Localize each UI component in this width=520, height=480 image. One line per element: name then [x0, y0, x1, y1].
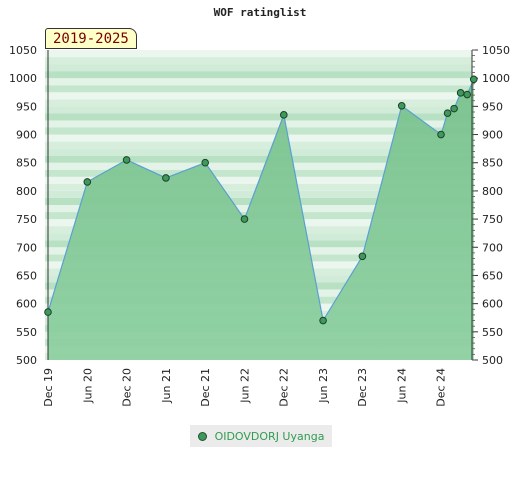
data-point — [463, 90, 472, 99]
data-point — [162, 174, 170, 182]
data-point — [122, 156, 131, 164]
background-band — [45, 78, 472, 86]
y-tick-label: 800 — [482, 185, 503, 198]
data-point — [443, 109, 452, 117]
y-tick-label: 650 — [16, 269, 37, 282]
data-point — [319, 316, 327, 325]
y-tick-label: 800 — [16, 185, 37, 198]
background-band — [45, 134, 472, 142]
x-tick-label: Dec 19 — [42, 368, 55, 407]
x-tick-label: Dec 24 — [435, 368, 448, 407]
y-tick-label: 900 — [482, 129, 503, 142]
period-badge: 2019-2025 — [45, 28, 137, 49]
data-point — [201, 158, 209, 167]
y-tick-label: 900 — [16, 129, 37, 142]
background-band — [45, 85, 472, 93]
y-tick-label: 750 — [16, 213, 37, 226]
background-band — [45, 64, 472, 72]
y-tick-label: 650 — [482, 269, 503, 282]
background-band — [45, 120, 472, 128]
background-band — [45, 113, 472, 121]
background-band — [45, 141, 472, 149]
y-tick-label: 550 — [482, 326, 503, 339]
background-band — [45, 57, 472, 65]
data-point — [280, 111, 288, 119]
background-band — [45, 50, 472, 58]
background-band — [45, 92, 472, 100]
x-tick-label: Jun 24 — [395, 368, 408, 404]
y-tick-label: 1000 — [9, 72, 37, 85]
background-band — [45, 99, 472, 107]
x-tick-label: Jun 21 — [160, 368, 173, 404]
y-tick-label: 600 — [16, 298, 37, 311]
legend-label: OIDOVDORJ Uyanga — [214, 429, 325, 443]
y-tick-label: 1000 — [482, 72, 510, 85]
data-point — [44, 308, 52, 316]
x-tick-label: Jun 22 — [238, 368, 251, 404]
background-band — [45, 71, 472, 79]
data-point — [469, 75, 478, 84]
data-point — [456, 89, 465, 97]
y-tick-label: 850 — [482, 157, 503, 170]
y-tick-label: 950 — [16, 100, 37, 113]
background-band — [45, 169, 472, 177]
y-tick-label: 700 — [16, 241, 37, 254]
y-tick-label: 1050 — [482, 44, 510, 57]
y-axis-left: 500 550 600 650 700 750 800 850 900 950 1000 1050 — [9, 44, 37, 367]
y-tick-label: 950 — [482, 100, 503, 113]
rating-area-fill — [48, 79, 474, 361]
y-axis-right: 500 550 600 650 700 750 800 850 900 950 1000 1050 — [472, 44, 510, 367]
background-band — [45, 106, 472, 114]
x-tick-label: Jun 23 — [317, 368, 330, 404]
y-tick-label: 500 — [16, 354, 37, 367]
x-tick-label: Jun 20 — [81, 368, 94, 404]
y-tick-label: 750 — [482, 213, 503, 226]
y-tick-label: 850 — [16, 157, 37, 170]
y-tick-label: 1050 — [9, 44, 37, 57]
data-point — [358, 252, 367, 261]
rating-line — [47, 79, 475, 323]
x-tick-label: Dec 21 — [199, 368, 212, 407]
y-tick-label: 500 — [482, 354, 503, 367]
y-tick-label: 550 — [16, 326, 37, 339]
data-point — [437, 130, 445, 139]
x-tick-label: Dec 20 — [121, 368, 134, 407]
data-point — [83, 178, 92, 186]
background-band — [45, 127, 472, 135]
legend[interactable]: OIDOVDORJ Uyanga — [190, 425, 332, 447]
background-band — [45, 162, 472, 170]
data-point — [240, 215, 249, 223]
data-point — [397, 102, 406, 110]
x-tick-label: Dec 22 — [278, 368, 291, 407]
legend-marker-icon — [197, 431, 207, 441]
data-points — [44, 75, 478, 325]
y-tick-label: 600 — [482, 298, 503, 311]
y-tick-label: 700 — [482, 241, 503, 254]
x-tick-label: Dec 23 — [356, 368, 369, 407]
x-axis: Dec 19 Jun 20 Dec 20 Jun 21 Dec 21 Jun 22 Dec … — [42, 368, 448, 407]
background-band — [45, 148, 472, 156]
background-band — [45, 155, 472, 163]
rating-area — [47, 79, 475, 361]
chart-title: WOF ratinglist — [213, 6, 307, 19]
data-point — [450, 104, 458, 113]
